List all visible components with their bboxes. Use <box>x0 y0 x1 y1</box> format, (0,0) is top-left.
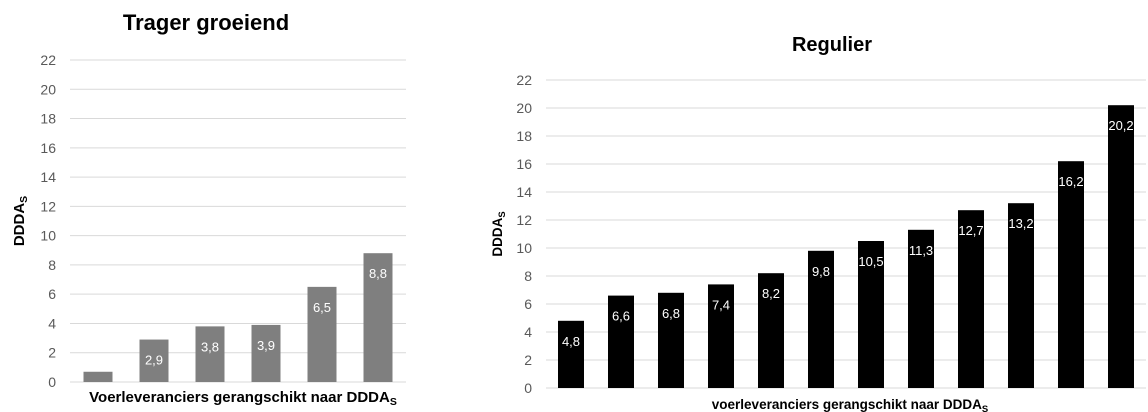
bar <box>1108 105 1134 388</box>
bar <box>139 339 169 382</box>
data-label: 10,5 <box>858 254 883 269</box>
bar <box>758 273 784 388</box>
y-tick-label: 0 <box>48 374 56 390</box>
data-label: 20,2 <box>1108 118 1133 133</box>
y-tick-label: 16 <box>516 156 532 172</box>
x-axis-label: Voerleveranciers gerangschikt naar DDDAS <box>89 389 397 408</box>
bar <box>251 324 281 382</box>
data-label: 16,2 <box>1058 174 1083 189</box>
bar <box>708 284 734 388</box>
y-tick-label: 4 <box>524 324 532 340</box>
y-axis-label: DDDAS <box>11 196 30 246</box>
y-tick-label: 20 <box>516 100 532 116</box>
data-label: 6,5 <box>313 300 331 315</box>
x-axis-label: voerleveranciers gerangschikt naar DDDAS <box>712 397 988 412</box>
y-tick-label: 18 <box>516 128 532 144</box>
bar <box>1008 203 1034 388</box>
y-tick-label: 22 <box>516 72 532 88</box>
bar <box>1058 161 1084 388</box>
y-tick-label: 10 <box>516 240 532 256</box>
y-tick-label: 6 <box>48 286 56 302</box>
bar <box>195 326 225 382</box>
data-label: 13,2 <box>1008 216 1033 231</box>
data-label: 9,8 <box>812 264 830 279</box>
data-label: 8,8 <box>369 266 387 281</box>
bar <box>808 250 834 388</box>
data-label: 12,7 <box>958 223 983 238</box>
bar <box>908 229 934 388</box>
chart-1: Trager groeiend 0 2 4 6 8 10 12 14 16 18 20 22 2,9 3,8… <box>11 10 406 408</box>
y-tick-label: 4 <box>48 315 56 331</box>
data-label: 6,6 <box>612 309 630 324</box>
data-label: 3,8 <box>201 339 219 354</box>
y-tick-label: 14 <box>516 184 532 200</box>
data-label: 8,2 <box>762 286 780 301</box>
y-tick-label: 20 <box>40 81 56 97</box>
data-label: 11,3 <box>909 243 933 258</box>
bar <box>608 295 634 388</box>
data-label: 7,4 <box>712 297 730 312</box>
chart-title: Trager groeiend <box>123 10 289 35</box>
y-tick-label: 0 <box>524 380 532 396</box>
y-tick-label: 10 <box>40 228 56 244</box>
bar <box>558 320 584 388</box>
chart-title: Regulier <box>792 34 872 56</box>
y-axis-label: DDDAS <box>490 211 508 256</box>
bar <box>858 241 884 388</box>
y-tick-label: 12 <box>40 198 56 214</box>
y-tick-label: 8 <box>48 257 56 273</box>
data-label: 6,8 <box>662 306 680 321</box>
y-tick-label: 12 <box>516 212 532 228</box>
bar <box>363 253 393 382</box>
bar <box>83 371 113 382</box>
chart-2: Regulier 0 2 4 6 8 10 12 14 16 18 20 22 4,8 6,6 6,8 7,4 8… <box>490 34 1146 412</box>
y-tick-label: 16 <box>40 140 56 156</box>
y-tick-label: 18 <box>40 111 56 127</box>
data-label: 3,9 <box>257 338 275 353</box>
y-tick-label: 8 <box>524 268 532 284</box>
y-tick-label: 22 <box>40 52 56 68</box>
y-tick-label: 2 <box>48 345 56 361</box>
bar <box>307 286 337 382</box>
bar <box>958 210 984 388</box>
data-label: 2,9 <box>145 353 163 368</box>
y-tick-label: 2 <box>524 352 532 368</box>
data-label: 4,8 <box>562 334 580 349</box>
y-tick-label: 14 <box>40 169 56 185</box>
bar <box>658 292 684 388</box>
y-tick-label: 6 <box>524 296 532 312</box>
